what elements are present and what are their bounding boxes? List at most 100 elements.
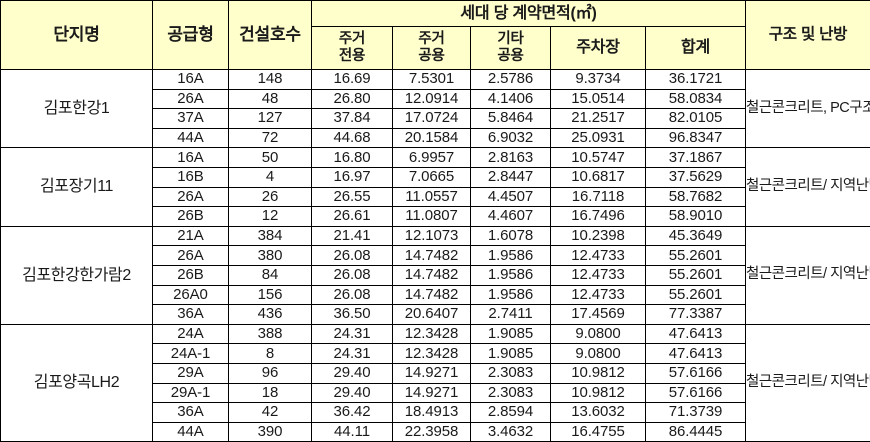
cell-residential-exclusive: 26.55 (312, 187, 393, 207)
cell-residential-exclusive: 21.41 (312, 226, 393, 246)
cell-supply-type: 26A (153, 89, 229, 109)
cell-other-common: 2.8447 (471, 167, 551, 187)
column-header-complex: 단지명 (1, 1, 153, 70)
cell-parking: 10.5747 (551, 148, 646, 168)
column-header-supply-type: 공급형 (153, 1, 229, 70)
cell-supply-type: 37A (153, 109, 229, 129)
cell-complex-name: 김포장기11 (1, 148, 153, 226)
cell-residential-common: 22.3958 (393, 422, 471, 442)
cell-residential-exclusive: 26.80 (312, 89, 393, 109)
cell-residential-common: 6.9957 (393, 148, 471, 168)
cell-units: 72 (229, 128, 312, 148)
cell-residential-exclusive: 29.40 (312, 363, 393, 383)
cell-total: 55.2601 (646, 265, 746, 285)
cell-parking: 13.6032 (551, 403, 646, 423)
header-line-1: 주거 (393, 32, 470, 48)
cell-residential-exclusive: 16.69 (312, 70, 393, 90)
cell-units: 384 (229, 226, 312, 246)
cell-total: 36.1721 (646, 70, 746, 90)
cell-parking: 17.4569 (551, 305, 646, 325)
cell-parking: 10.2398 (551, 226, 646, 246)
cell-other-common: 3.4632 (471, 422, 551, 442)
cell-residential-common: 20.1584 (393, 128, 471, 148)
cell-supply-type: 36A (153, 403, 229, 423)
cell-units: 8 (229, 344, 312, 364)
cell-other-common: 2.3083 (471, 383, 551, 403)
cell-residential-exclusive: 26.08 (312, 265, 393, 285)
cell-supply-type: 24A-1 (153, 344, 229, 364)
cell-residential-common: 12.1073 (393, 226, 471, 246)
cell-supply-type: 21A (153, 226, 229, 246)
cell-residential-exclusive: 44.68 (312, 128, 393, 148)
cell-total: 47.6413 (646, 344, 746, 364)
cell-total: 96.8347 (646, 128, 746, 148)
header-line-2: 공용 (393, 49, 470, 65)
column-header-area-group: 세대 당 계약면적(㎡) (312, 1, 746, 27)
cell-parking: 12.4733 (551, 285, 646, 305)
header-line-2: 전용 (312, 49, 392, 65)
cell-other-common: 4.4607 (471, 207, 551, 227)
cell-complex-name: 김포한강1 (1, 70, 153, 148)
cell-other-common: 1.9586 (471, 265, 551, 285)
cell-units: 12 (229, 207, 312, 227)
cell-other-common: 1.9085 (471, 344, 551, 364)
cell-residential-common: 14.7482 (393, 285, 471, 305)
cell-total: 58.9010 (646, 207, 746, 227)
cell-parking: 9.0800 (551, 344, 646, 364)
cell-parking: 15.0514 (551, 89, 646, 109)
cell-residential-common: 14.7482 (393, 265, 471, 285)
cell-structure-heating: 철근콘크리트/ 지역난방 (746, 226, 870, 324)
cell-parking: 10.9812 (551, 383, 646, 403)
cell-total: 37.5629 (646, 167, 746, 187)
column-header-other-common: 기타 공용 (471, 27, 551, 70)
cell-other-common: 2.7411 (471, 305, 551, 325)
cell-total: 55.2601 (646, 246, 746, 266)
header-line-1: 주거 (312, 32, 392, 48)
cell-units: 48 (229, 89, 312, 109)
cell-supply-type: 36A (153, 305, 229, 325)
cell-supply-type: 29A-1 (153, 383, 229, 403)
cell-total: 58.0834 (646, 89, 746, 109)
cell-supply-type: 44A (153, 422, 229, 442)
cell-residential-common: 14.9271 (393, 363, 471, 383)
cell-residential-exclusive: 24.31 (312, 324, 393, 344)
cell-parking: 16.4755 (551, 422, 646, 442)
cell-residential-common: 12.0914 (393, 89, 471, 109)
cell-units: 390 (229, 422, 312, 442)
cell-supply-type: 16A (153, 70, 229, 90)
cell-units: 4 (229, 167, 312, 187)
header-row-top: 단지명 공급형 건설호수 세대 당 계약면적(㎡) 구조 및 난방 (1, 1, 870, 27)
cell-residential-common: 14.7482 (393, 246, 471, 266)
cell-residential-exclusive: 26.08 (312, 246, 393, 266)
cell-structure-heating: 철근콘크리트, PC구조/ 지역난방 (746, 70, 870, 148)
cell-residential-common: 18.4913 (393, 403, 471, 423)
column-header-structure-heating: 구조 및 난방 (746, 1, 870, 70)
cell-residential-common: 12.3428 (393, 324, 471, 344)
cell-units: 380 (229, 246, 312, 266)
cell-other-common: 2.3083 (471, 363, 551, 383)
cell-residential-exclusive: 26.61 (312, 207, 393, 227)
cell-other-common: 2.8163 (471, 148, 551, 168)
cell-parking: 16.7496 (551, 207, 646, 227)
cell-parking: 9.3734 (551, 70, 646, 90)
cell-units: 156 (229, 285, 312, 305)
cell-other-common: 1.9085 (471, 324, 551, 344)
cell-supply-type: 26A0 (153, 285, 229, 305)
cell-other-common: 2.8594 (471, 403, 551, 423)
cell-total: 57.6166 (646, 363, 746, 383)
cell-units: 436 (229, 305, 312, 325)
cell-residential-common: 7.5301 (393, 70, 471, 90)
cell-supply-type: 24A (153, 324, 229, 344)
cell-total: 57.6166 (646, 383, 746, 403)
cell-total: 58.7682 (646, 187, 746, 207)
cell-total: 55.2601 (646, 285, 746, 305)
cell-residential-common: 11.0807 (393, 207, 471, 227)
cell-other-common: 1.9586 (471, 246, 551, 266)
cell-parking: 12.4733 (551, 265, 646, 285)
cell-parking: 10.9812 (551, 363, 646, 383)
cell-residential-exclusive: 37.84 (312, 109, 393, 129)
cell-structure-heating: 철근콘크리트/ 지역난방 (746, 148, 870, 226)
